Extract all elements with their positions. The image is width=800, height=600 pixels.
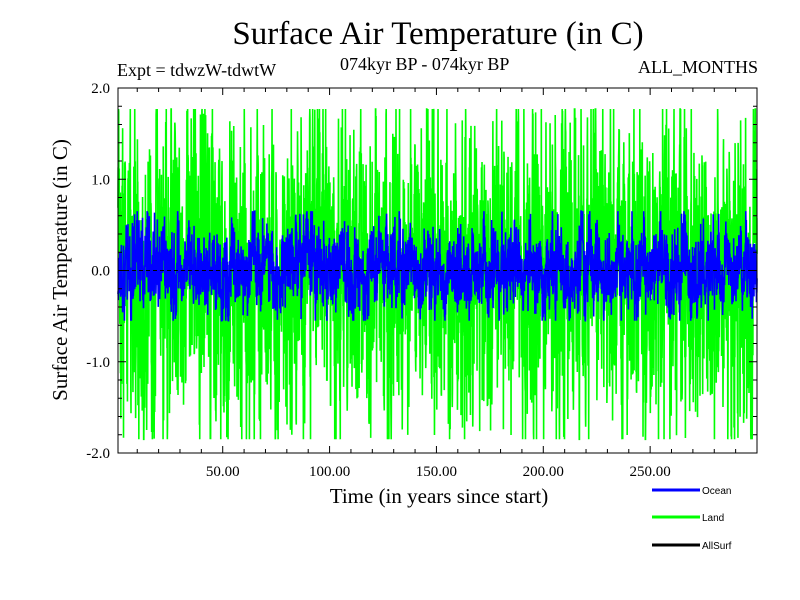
axis-ticks: [118, 88, 757, 453]
legend-label-land: Land: [702, 513, 724, 524]
plot-series-group: [117, 108, 758, 441]
legend-label-allsurf: AllSurf: [702, 541, 732, 552]
x-axis-label: Time (in years since start): [330, 484, 549, 508]
x-tick-label: 150.00: [416, 464, 457, 480]
chart-title: Surface Air Temperature (in C): [232, 16, 644, 52]
x-tick-label: 50.00: [206, 464, 240, 480]
y-axis-label: Surface Air Temperature (in C): [48, 139, 72, 401]
y-tick-label: -1.0: [86, 355, 110, 371]
series-ocean-line: [117, 210, 758, 322]
x-tick-label: 200.00: [523, 464, 564, 480]
months-label: ALL_MONTHS: [638, 57, 758, 77]
period-label: 074kyr BP - 074kyr BP: [340, 54, 510, 74]
y-tick-label: 2.0: [91, 81, 110, 97]
y-tick-label: -2.0: [86, 446, 110, 462]
legend: Ocean Land AllSurf: [652, 486, 732, 552]
series-land-line: [117, 108, 758, 441]
x-tick-label: 250.00: [630, 464, 671, 480]
y-tick-label: 0.0: [91, 264, 110, 280]
experiment-label: Expt = tdwzW-tdwtW: [117, 60, 277, 80]
axis-tick-labels: 50.00 100.00 150.00 200.00 250.00 -2.0 -1.0 0.0…: [86, 81, 671, 480]
legend-label-ocean: Ocean: [702, 486, 731, 497]
y-tick-label: 1.0: [91, 172, 110, 188]
x-tick-label: 100.00: [309, 464, 350, 480]
